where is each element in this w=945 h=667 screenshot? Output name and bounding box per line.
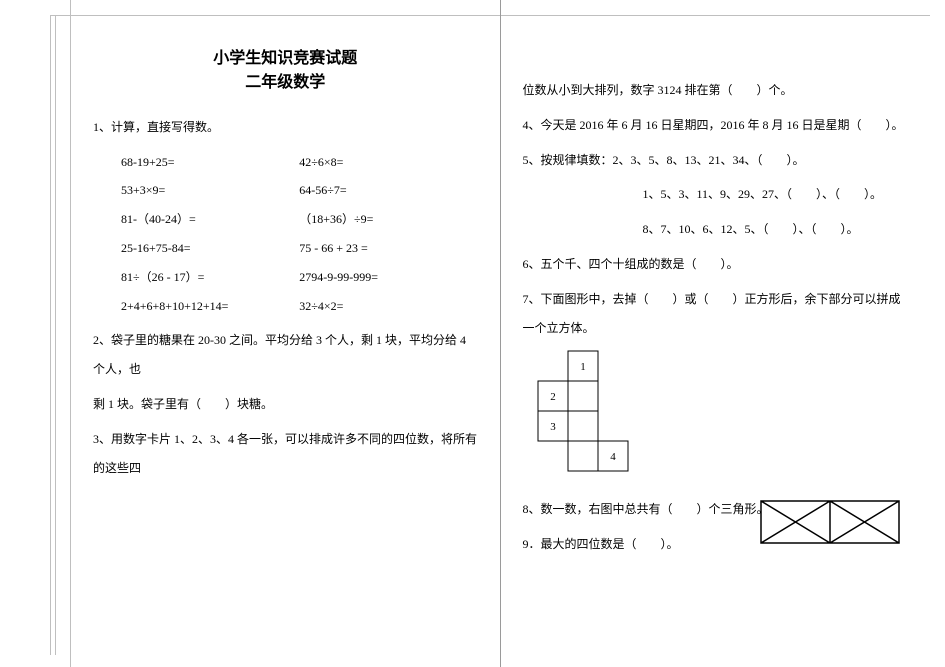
- page: 小学生知识竞赛试题 二年级数学 1、计算，直接写得数。 68-19+25= 42…: [70, 0, 930, 667]
- calc-0-0: 68-19+25=: [121, 148, 299, 177]
- calc-3-1: 75 - 66 + 23 =: [299, 234, 477, 263]
- cube-net-diagram: 1 2 3 4: [537, 350, 629, 472]
- calc-4-1: 2794-9-99-999=: [299, 263, 477, 292]
- q5-b: 1、5、3、11、9、29、27、（ ）、（ ）。: [523, 180, 909, 209]
- calc-row-1: 53+3×9= 64-56÷7=: [93, 176, 478, 205]
- binding-rule-left-2: [55, 15, 56, 655]
- calc-row-5: 2+4+6+8+10+12+14= 32÷4×2=: [93, 292, 478, 321]
- q4: 4、今天是 2016 年 6 月 16 日星期四，2016 年 8 月 16 日…: [523, 111, 909, 140]
- calc-2-1: （18+36）÷9=: [299, 205, 477, 234]
- q3-line-a: 3、用数字卡片 1、2、3、4 各一张，可以排成许多不同的四位数，将所有的这些四: [93, 425, 478, 483]
- q6: 6、五个千、四个十组成的数是（ ）。: [523, 250, 909, 279]
- calc-2-0: 81-（40-24）=: [121, 205, 299, 234]
- calc-1-0: 53+3×9=: [121, 176, 299, 205]
- svg-text:1: 1: [580, 361, 586, 373]
- q3-cont: 位数从小到大排列，数字 3124 排在第（ ）个。: [523, 76, 909, 105]
- calc-row-0: 68-19+25= 42÷6×8=: [93, 148, 478, 177]
- q2-line-a: 2、袋子里的糖果在 20-30 之间。平均分给 3 个人，剩 1 块，平均分给 …: [93, 326, 478, 384]
- calc-row-4: 81÷（26 - 17）= 2794-9-99-999=: [93, 263, 478, 292]
- calc-4-0: 81÷（26 - 17）=: [121, 263, 299, 292]
- calc-5-0: 2+4+6+8+10+12+14=: [121, 292, 299, 321]
- calc-row-3: 25-16+75-84= 75 - 66 + 23 =: [93, 234, 478, 263]
- calc-3-0: 25-16+75-84=: [121, 234, 299, 263]
- q5-lead: 5、按规律填数：2、3、5、8、13、21、34、（ ）。: [523, 146, 909, 175]
- svg-text:2: 2: [550, 391, 556, 403]
- page-subtitle: 二年级数学: [93, 72, 478, 94]
- binding-rule-left: [50, 15, 51, 655]
- svg-text:4: 4: [610, 451, 616, 463]
- svg-text:3: 3: [550, 421, 556, 433]
- q5-c: 8、7、10、6、12、5、（ ）、（ ）。: [523, 215, 909, 244]
- triangle-count-diagram: [760, 500, 900, 544]
- calc-row-2: 81-（40-24）= （18+36）÷9=: [93, 205, 478, 234]
- calc-5-1: 32÷4×2=: [299, 292, 477, 321]
- calc-0-1: 42÷6×8=: [299, 148, 477, 177]
- column-right: 位数从小到大排列，数字 3124 排在第（ ）个。 4、今天是 2016 年 6…: [501, 0, 931, 667]
- q2-line-b: 剩 1 块。袋子里有（ ）块糖。: [93, 390, 478, 419]
- page-title: 小学生知识竞赛试题: [93, 48, 478, 70]
- calc-1-1: 64-56÷7=: [299, 176, 477, 205]
- q1-lead: 1、计算，直接写得数。: [93, 113, 478, 142]
- q7: 7、下面图形中，去掉（ ）或（ ）正方形后，余下部分可以拼成一个立方体。: [523, 285, 909, 343]
- column-left: 小学生知识竞赛试题 二年级数学 1、计算，直接写得数。 68-19+25= 42…: [71, 0, 501, 667]
